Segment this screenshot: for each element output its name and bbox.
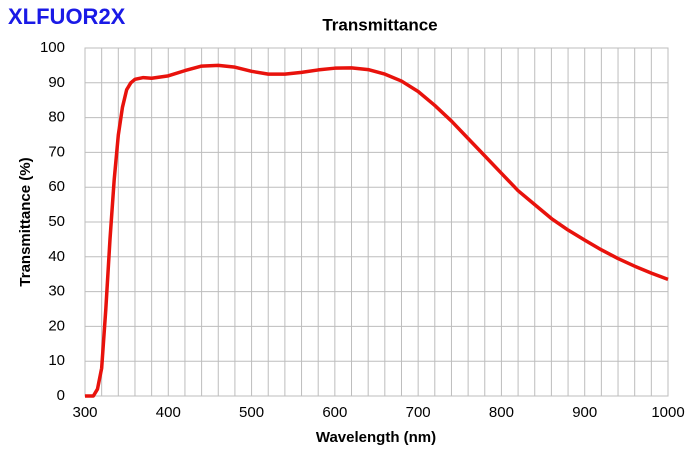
x-tick-label: 900 (572, 404, 597, 421)
y-tick-label: 0 (57, 387, 65, 404)
x-tick-label: 500 (239, 404, 264, 421)
y-tick-label: 30 (48, 283, 65, 300)
product-label: XLFUOR2X (8, 4, 126, 29)
x-tick-label: 1000 (651, 404, 684, 421)
line (85, 63, 669, 398)
y-axis-label: Transmittance (%) (17, 157, 34, 286)
chart-title: Transmittance (322, 15, 437, 34)
y-tick-label: 70 (48, 143, 65, 160)
x-tick-label: 800 (489, 404, 514, 421)
x-tick-label: 600 (322, 404, 347, 421)
y-tick-label: 50 (48, 213, 65, 230)
y-tick-label: 60 (48, 178, 65, 195)
y-tick-label: 40 (48, 248, 65, 265)
x-tick-label: 300 (72, 404, 97, 421)
x-axis-label: Wavelength (nm) (316, 429, 436, 446)
y-tick-label: 100 (40, 39, 65, 56)
y-tick-label: 20 (48, 317, 65, 334)
y-tick-label: 90 (48, 74, 65, 91)
plot-frame (84, 47, 669, 397)
y-tick-label: 80 (48, 109, 65, 126)
x-tick-label: 700 (406, 404, 431, 421)
y-tick-label: 10 (48, 352, 65, 369)
x-tick-label: 400 (156, 404, 181, 421)
